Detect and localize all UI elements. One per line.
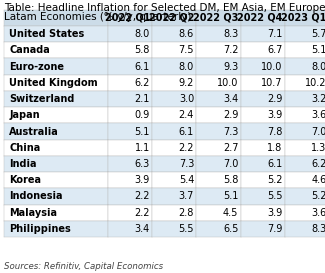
- Text: 5.4: 5.4: [179, 175, 194, 185]
- Text: Latam Economies (% y/y, quarterly): Latam Economies (% y/y, quarterly): [4, 12, 191, 22]
- Text: 3.9: 3.9: [267, 208, 282, 218]
- Text: 6.7: 6.7: [267, 45, 282, 55]
- Text: 7.3: 7.3: [179, 159, 194, 169]
- Text: 3.0: 3.0: [179, 94, 194, 104]
- Text: 8.6: 8.6: [179, 29, 194, 39]
- Text: 6.1: 6.1: [179, 126, 194, 136]
- Text: 3.6: 3.6: [311, 208, 325, 218]
- Text: 7.9: 7.9: [267, 224, 282, 234]
- Text: 7.3: 7.3: [223, 126, 238, 136]
- Text: 2.8: 2.8: [179, 208, 194, 218]
- Text: 3.9: 3.9: [267, 110, 282, 120]
- Text: 3.6: 3.6: [311, 110, 325, 120]
- Text: Japan: Japan: [9, 110, 40, 120]
- Text: 3.7: 3.7: [179, 191, 194, 201]
- Text: 7.1: 7.1: [267, 29, 282, 39]
- Text: 2.1: 2.1: [135, 94, 150, 104]
- Text: 3.2: 3.2: [311, 94, 325, 104]
- Text: 5.2: 5.2: [311, 191, 325, 201]
- Text: 6.2: 6.2: [135, 78, 150, 88]
- Text: 4.6: 4.6: [311, 175, 325, 185]
- Text: 7.8: 7.8: [267, 126, 282, 136]
- Text: United States: United States: [9, 29, 84, 39]
- Text: 5.8: 5.8: [223, 175, 238, 185]
- Text: 2022 Q3: 2022 Q3: [193, 13, 238, 23]
- Text: 6.1: 6.1: [267, 159, 282, 169]
- Text: 2.2: 2.2: [179, 143, 194, 153]
- Text: 3.4: 3.4: [223, 94, 238, 104]
- Text: 8.3: 8.3: [311, 224, 325, 234]
- Text: 2022 Q2: 2022 Q2: [149, 13, 194, 23]
- Text: 9.3: 9.3: [223, 61, 238, 72]
- Text: 2.2: 2.2: [135, 208, 150, 218]
- Text: 5.2: 5.2: [267, 175, 282, 185]
- Text: 0.9: 0.9: [135, 110, 150, 120]
- Text: 7.0: 7.0: [223, 159, 238, 169]
- Text: 3.9: 3.9: [135, 175, 150, 185]
- Text: 2.9: 2.9: [223, 110, 238, 120]
- Text: 5.1: 5.1: [223, 191, 238, 201]
- Text: Indonesia: Indonesia: [9, 191, 63, 201]
- Text: 6.3: 6.3: [135, 159, 150, 169]
- Text: Malaysia: Malaysia: [9, 208, 57, 218]
- Text: 8.3: 8.3: [223, 29, 238, 39]
- Text: Canada: Canada: [9, 45, 50, 55]
- Text: 5.8: 5.8: [135, 45, 150, 55]
- Text: 7.0: 7.0: [311, 126, 325, 136]
- Text: 6.5: 6.5: [223, 224, 238, 234]
- Text: 5.7: 5.7: [311, 29, 325, 39]
- Text: 2023 Q1: 2023 Q1: [281, 13, 325, 23]
- Text: 5.5: 5.5: [179, 224, 194, 234]
- Text: India: India: [9, 159, 37, 169]
- Text: Korea: Korea: [9, 175, 41, 185]
- Text: Table: Headline Inflation for Selected DM, EM Asia, EM Europe &: Table: Headline Inflation for Selected D…: [4, 3, 325, 13]
- Text: 2.4: 2.4: [179, 110, 194, 120]
- Text: 8.0: 8.0: [179, 61, 194, 72]
- Text: 9.2: 9.2: [179, 78, 194, 88]
- Text: Sources: Refinitiv, Capital Economics: Sources: Refinitiv, Capital Economics: [4, 262, 163, 271]
- Text: 2.7: 2.7: [223, 143, 238, 153]
- Text: 10.0: 10.0: [261, 61, 282, 72]
- Text: 7.2: 7.2: [223, 45, 238, 55]
- Text: 2.9: 2.9: [267, 94, 282, 104]
- Text: 4.5: 4.5: [223, 208, 238, 218]
- Text: 5.1: 5.1: [311, 45, 325, 55]
- Text: 8.0: 8.0: [311, 61, 325, 72]
- Text: 6.2: 6.2: [311, 159, 325, 169]
- Text: China: China: [9, 143, 40, 153]
- Text: Euro-zone: Euro-zone: [9, 61, 64, 72]
- Text: Switzerland: Switzerland: [9, 94, 74, 104]
- Text: 2022 Q4: 2022 Q4: [237, 13, 282, 23]
- Text: 3.4: 3.4: [135, 224, 150, 234]
- Text: Philippines: Philippines: [9, 224, 71, 234]
- Text: 10.7: 10.7: [261, 78, 282, 88]
- Text: 6.1: 6.1: [135, 61, 150, 72]
- Text: 5.5: 5.5: [267, 191, 282, 201]
- Text: 1.1: 1.1: [135, 143, 150, 153]
- Text: United Kingdom: United Kingdom: [9, 78, 98, 88]
- Text: 2.2: 2.2: [135, 191, 150, 201]
- Text: 2022 Q1: 2022 Q1: [105, 13, 150, 23]
- Text: 10.2: 10.2: [305, 78, 325, 88]
- Text: 10.0: 10.0: [217, 78, 238, 88]
- Text: Australia: Australia: [9, 126, 59, 136]
- Text: 8.0: 8.0: [135, 29, 150, 39]
- Text: 1.8: 1.8: [267, 143, 282, 153]
- Text: 5.1: 5.1: [135, 126, 150, 136]
- Text: 1.3: 1.3: [311, 143, 325, 153]
- Text: 7.5: 7.5: [179, 45, 194, 55]
